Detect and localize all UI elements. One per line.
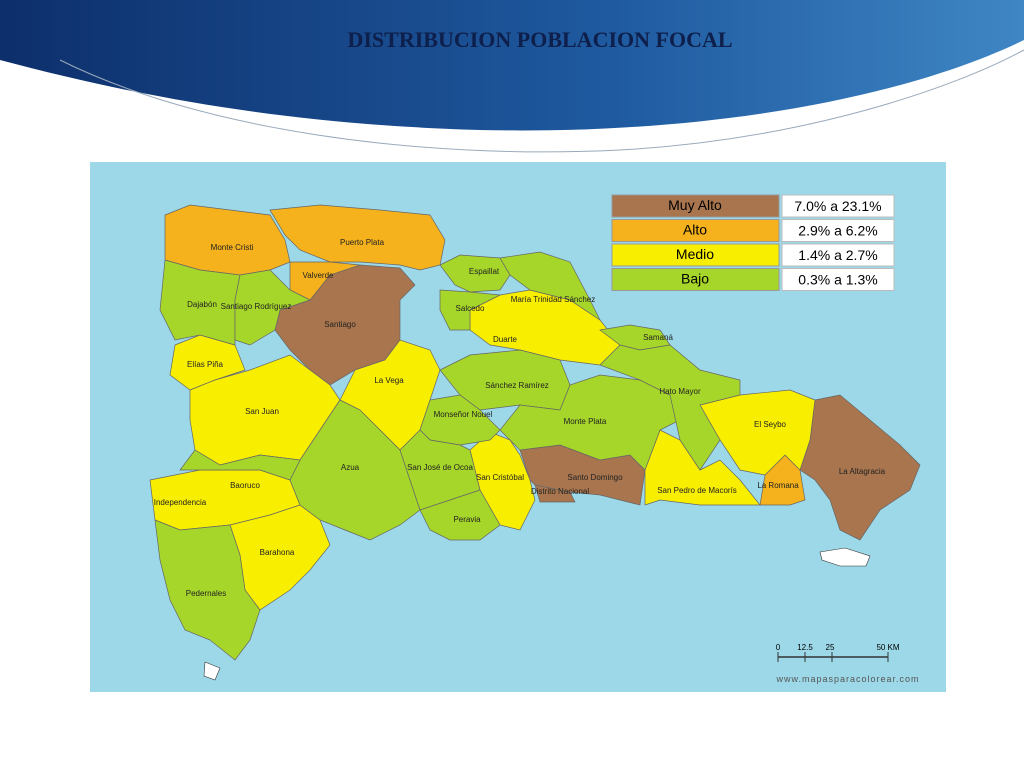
province-label: Duarte [493, 335, 518, 344]
province-label: Salcedo [456, 304, 485, 313]
legend-range-cell [781, 194, 895, 218]
province-label: Independencia [154, 498, 207, 507]
province [599, 344, 741, 471]
province-label: La Romana [757, 481, 799, 490]
province-label: San Cristóbal [476, 473, 524, 482]
legend-range-cell [781, 243, 895, 267]
province [269, 204, 446, 271]
scale-bar: 0 12.5 25 50 KM [776, 643, 900, 662]
scale-label: 50 KM [876, 643, 899, 652]
legend-range: 7.0% a 23.1% [794, 198, 881, 214]
province-label: Peravia [453, 515, 481, 524]
province [699, 389, 816, 476]
province [399, 429, 481, 511]
province [534, 484, 576, 503]
province-label: Sánchez Ramírez [485, 381, 549, 390]
legend: Muy Alto 7.0% a 23.1% Alto 2.9% a 6.2% Medio… [611, 194, 895, 291]
province-label: Espaillat [469, 267, 500, 276]
legend-range: 2.9% a 6.2% [798, 223, 877, 239]
province-label: Samaná [643, 333, 673, 342]
legend-swatch [611, 243, 780, 267]
legend-swatch [611, 219, 780, 242]
legend-range-cell [781, 219, 895, 242]
island [819, 547, 871, 567]
legend-range-cell [781, 268, 895, 291]
province-label: Barahona [260, 548, 295, 557]
province-label: Baoruco [230, 481, 260, 490]
header-curve [59, 49, 1024, 153]
legend-range: 1.4% a 2.7% [798, 247, 877, 263]
province-label: Puerto Plata [340, 238, 385, 247]
province [179, 449, 301, 481]
province-label: Pedernales [186, 589, 226, 598]
legend-label: Muy Alto [668, 197, 722, 213]
provinces: Santiago Santo Domingo Distrito Nacional La… [149, 204, 921, 661]
province [419, 489, 501, 541]
province-label: María Trinidad Sánchez [511, 295, 596, 304]
scale-label: 12.5 [797, 643, 813, 652]
province-label: San Juan [245, 407, 279, 416]
slide-title: DISTRIBUCION POBLACION FOCAL [347, 27, 732, 52]
legend-swatch [611, 194, 780, 218]
legend-label: Alto [683, 222, 707, 238]
province-label: Monte Cristi [211, 243, 254, 252]
province-label: Monseñor Nouel [434, 410, 493, 419]
province-label: Monte Plata [564, 417, 607, 426]
province [439, 254, 511, 293]
province-label: Santo Domingo [567, 473, 623, 482]
province-label: San Pedro de Macorís [657, 486, 737, 495]
province-label: La Altagracia [839, 467, 886, 476]
province [159, 259, 241, 346]
legend-label: Bajo [681, 271, 709, 287]
province-label: El Seybo [754, 420, 787, 429]
province [799, 394, 921, 541]
province-label: Elías Piña [187, 360, 224, 369]
scale-label: 25 [826, 643, 835, 652]
island [203, 661, 221, 681]
province-label: La Vega [374, 376, 404, 385]
province [439, 289, 502, 331]
legend-label: Medio [676, 246, 714, 262]
province [499, 251, 601, 322]
province [499, 374, 681, 471]
province [234, 269, 311, 346]
watermark: www.mapasparacolorear.com [775, 674, 919, 684]
scale-label: 0 [776, 643, 781, 652]
province-label: Santiago Rodríguez [221, 302, 292, 311]
province-label: Azua [341, 463, 360, 472]
province-label: Hato Mayor [659, 387, 701, 396]
legend-range: 0.3% a 1.3% [798, 272, 877, 288]
header-band [0, 0, 1024, 131]
province-label: Santiago [324, 320, 356, 329]
province-label: Distrito Nacional [531, 487, 589, 496]
province-label: Valverde [303, 271, 335, 280]
province-label: San José de Ocoa [407, 463, 473, 472]
province-label: Dajabón [187, 300, 217, 309]
legend-swatch [611, 268, 780, 291]
province [154, 519, 261, 661]
province [644, 429, 761, 506]
